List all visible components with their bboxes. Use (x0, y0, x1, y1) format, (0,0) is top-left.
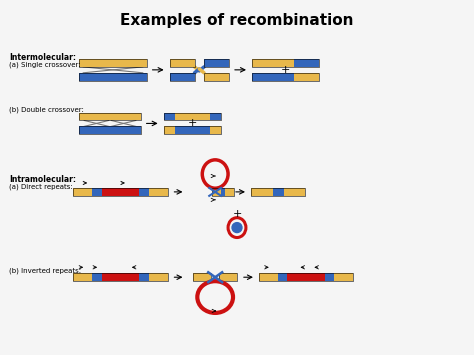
Text: Intermolecular:: Intermolecular: (9, 53, 76, 62)
Bar (101, 188, 139, 196)
Bar (204, 59, 229, 67)
Bar (283, 188, 305, 196)
Bar (219, 273, 237, 281)
Bar (204, 73, 229, 81)
Bar (139, 273, 149, 281)
Bar (221, 188, 225, 196)
Text: (a) Direct repeats:: (a) Direct repeats: (9, 184, 73, 190)
Bar (139, 188, 149, 196)
Bar (252, 73, 319, 81)
Bar (92, 188, 101, 196)
Text: (a) Single crossover:: (a) Single crossover: (9, 62, 81, 69)
Bar (164, 113, 221, 120)
Bar (219, 273, 237, 281)
Bar (79, 73, 147, 81)
Bar (252, 59, 319, 67)
Circle shape (232, 223, 242, 233)
Text: Examples of recombination: Examples of recombination (120, 13, 354, 28)
Bar (79, 59, 147, 67)
Bar (287, 273, 325, 281)
Bar (170, 73, 194, 81)
Bar (294, 73, 319, 81)
Bar (294, 59, 319, 67)
Bar (170, 59, 194, 67)
Bar (79, 126, 141, 134)
Bar (212, 188, 221, 196)
Bar (79, 113, 141, 120)
Bar (170, 73, 194, 81)
Bar (164, 126, 175, 134)
Bar (79, 73, 147, 81)
Bar (278, 273, 287, 281)
Text: (b) Double crossover:: (b) Double crossover: (9, 106, 84, 113)
Text: +: + (281, 65, 290, 75)
Bar (79, 59, 147, 67)
Bar (259, 273, 278, 281)
Bar (325, 273, 334, 281)
Text: (b) Inverted repeats:: (b) Inverted repeats: (9, 267, 81, 274)
Bar (252, 59, 294, 67)
Bar (73, 273, 92, 281)
Bar (175, 113, 210, 120)
Bar (225, 188, 234, 196)
Bar (204, 59, 229, 67)
Text: +: + (232, 209, 242, 219)
Bar (334, 273, 353, 281)
Bar (273, 188, 283, 196)
Bar (101, 273, 139, 281)
Bar (149, 188, 167, 196)
Bar (175, 126, 210, 134)
Bar (164, 113, 175, 120)
Bar (251, 188, 273, 196)
Bar (259, 273, 353, 281)
Bar (204, 73, 229, 81)
Bar (252, 73, 294, 81)
Bar (251, 188, 305, 196)
Bar (92, 273, 101, 281)
Text: Intramolecular:: Intramolecular: (9, 175, 76, 184)
Bar (210, 126, 221, 134)
Bar (73, 188, 167, 196)
Bar (73, 273, 167, 281)
Bar (73, 188, 92, 196)
Bar (212, 188, 234, 196)
Bar (170, 59, 194, 67)
Bar (164, 126, 221, 134)
Bar (193, 273, 211, 281)
Bar (79, 113, 141, 120)
Text: +: + (188, 119, 197, 129)
Bar (193, 273, 211, 281)
Bar (149, 273, 167, 281)
Bar (210, 113, 221, 120)
Bar (79, 126, 141, 134)
